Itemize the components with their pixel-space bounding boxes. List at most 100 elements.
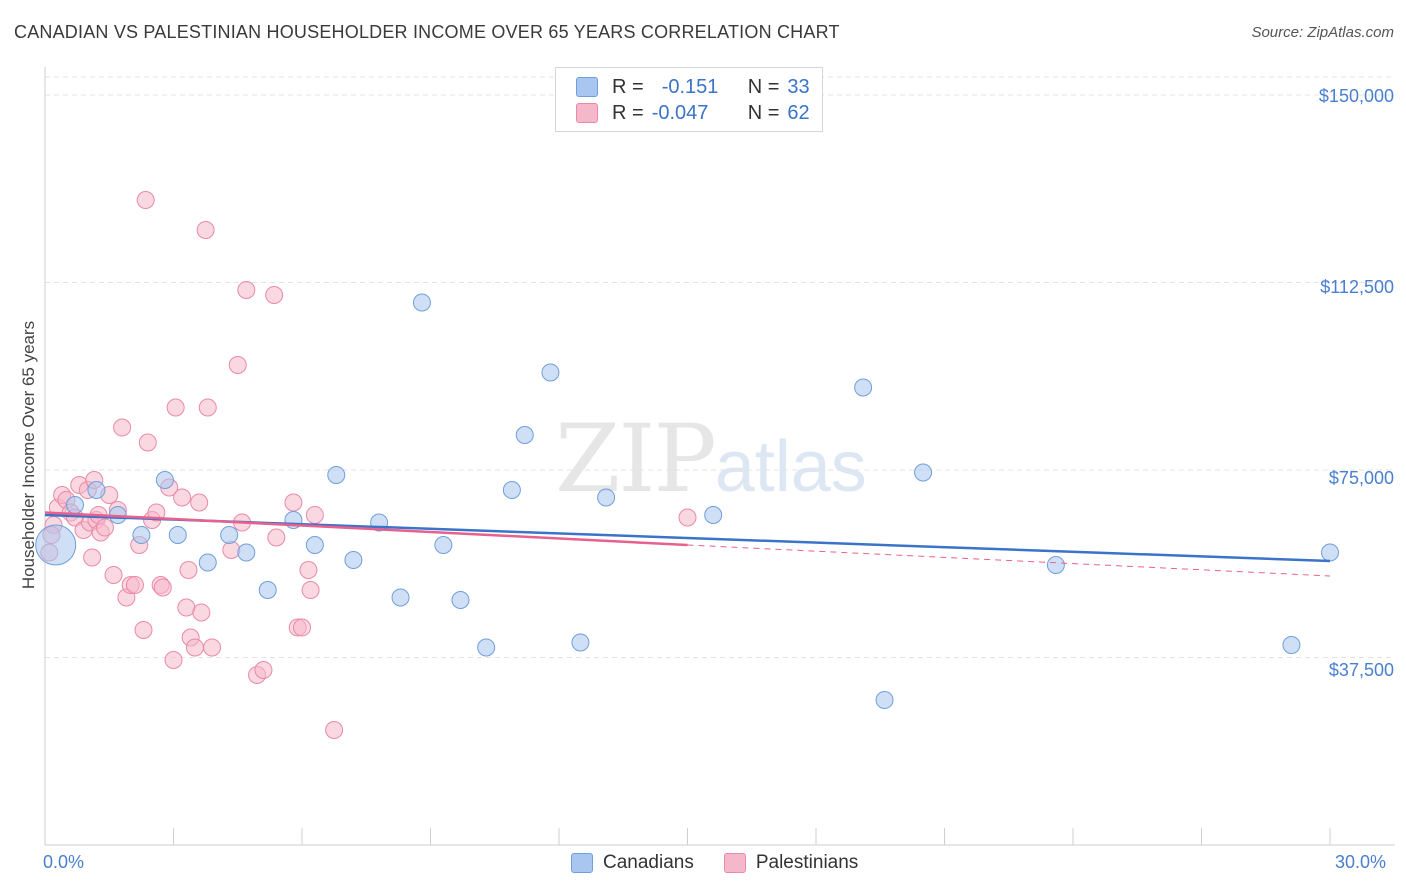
y-axis-title: Householder Income Over 65 years — [19, 320, 38, 590]
legend-n-value: 33 — [787, 75, 810, 98]
chart-title: CANADIAN VS PALESTINIAN HOUSEHOLDER INCO… — [14, 22, 840, 42]
palestinians-point — [228, 356, 247, 374]
canadians-point — [875, 691, 894, 709]
palestinians-point — [134, 621, 153, 639]
legend-item-canadians: Canadians — [571, 852, 694, 874]
palestinians-point — [198, 398, 217, 417]
palestinians-point — [185, 638, 204, 657]
y-tick-label-37500: $37,500 — [1328, 660, 1394, 680]
canadians-point — [502, 481, 521, 499]
palestinians-point — [125, 576, 144, 594]
canadians-point — [541, 363, 560, 382]
palestinians-point — [179, 561, 198, 579]
palestinians-points — [40, 191, 697, 739]
y-tick-label-75000: $75,000 — [1328, 468, 1394, 488]
palestinians-point — [190, 493, 209, 512]
axes — [44, 67, 1395, 846]
palestinians-point — [301, 581, 320, 599]
canadians-point — [87, 481, 106, 499]
palestinians-point — [173, 488, 192, 507]
legend-swatch-palestinians — [576, 103, 598, 123]
palestinians-point — [104, 566, 123, 584]
y-tick-label-112500: $112,500 — [1320, 277, 1394, 297]
palestinians-point — [164, 651, 183, 669]
canadians-point — [571, 633, 590, 652]
palestinians-point — [254, 661, 273, 679]
canadians-point-large — [35, 524, 77, 566]
palestinians-point — [192, 603, 211, 622]
canadians-point — [1282, 636, 1301, 654]
palestinians-point — [83, 548, 102, 567]
palestinians-point — [293, 618, 311, 637]
palestinians-point — [299, 561, 318, 579]
canadians-point — [258, 581, 277, 599]
palestinians-point — [136, 191, 155, 209]
legend-r-label: R = — [612, 101, 644, 124]
canadians-point — [515, 426, 534, 444]
watermark-zip: ZIP — [555, 405, 717, 514]
palestinians-point — [325, 721, 344, 739]
palestinians-point — [284, 493, 303, 512]
canadians-point — [477, 638, 496, 657]
canadians-points — [35, 293, 1339, 709]
grid-lines — [45, 76, 1395, 658]
canadians-point — [412, 293, 431, 312]
canadians-point — [132, 526, 151, 544]
canadians-point — [597, 488, 616, 507]
canadians-point — [914, 463, 933, 482]
y-tick-label-150000: $150,000 — [1318, 86, 1394, 106]
legend-item-palestinians: Palestinians — [723, 852, 859, 874]
zipatlas-watermark: ZIPatlas — [555, 405, 867, 514]
palestinians-point — [95, 518, 114, 537]
source-credit: Source: ZipAtlas.com — [1251, 24, 1394, 41]
canadians-point — [1321, 543, 1339, 562]
palestinians-point — [203, 638, 222, 657]
palestinians-point — [153, 578, 172, 597]
canadians-point — [434, 536, 453, 554]
legend-n-label: N = — [747, 101, 780, 124]
series-legend: Canadians Palestinians — [571, 852, 888, 874]
palestinians-point — [265, 286, 284, 304]
legend-label-canadians: Canadians — [603, 852, 694, 873]
legend-row-palestinians: R = -0.047 N = 62 — [576, 101, 810, 125]
palestinians-point — [305, 506, 324, 524]
legend-r-value: -0.151 — [661, 75, 719, 98]
legend-swatch-canadians — [571, 853, 593, 873]
canadians-point — [237, 543, 256, 562]
canadians-point — [391, 588, 410, 607]
canadians-point — [704, 506, 723, 524]
palestinians-point — [166, 398, 185, 417]
palestinians-point — [237, 281, 256, 299]
canadians-point — [155, 471, 174, 489]
canadians-point — [65, 496, 84, 514]
correlation-legend: R = -0.151 N = 33 R = -0.047 N = 62 — [555, 67, 823, 132]
palestinians-point — [138, 433, 157, 452]
palestinians-point — [177, 598, 196, 617]
legend-swatch-canadians — [576, 77, 598, 97]
canadians-point — [451, 591, 470, 609]
canadians-point — [327, 466, 346, 484]
canadians-point — [854, 378, 873, 397]
legend-r-label: R = — [612, 75, 644, 98]
trend-lines — [44, 511, 1331, 577]
palestinians-trend-line — [44, 511, 688, 547]
canadians-point — [220, 526, 239, 544]
x-tick-label-max: 30.0% — [1335, 852, 1387, 872]
canadians-point — [305, 536, 324, 554]
canadians-point — [344, 551, 363, 569]
canadians-point — [1046, 556, 1065, 574]
palestinians-point — [678, 508, 697, 527]
palestinians-point — [222, 541, 241, 559]
x-tick-label-min: 0.0% — [43, 852, 85, 872]
palestinians-point — [113, 418, 132, 437]
legend-r-value: -0.047 — [651, 101, 709, 124]
legend-n-label: N = — [747, 75, 780, 98]
watermark-atlas: atlas — [714, 427, 867, 507]
palestinians-trend-extension — [687, 544, 1331, 577]
palestinians-point — [196, 221, 215, 239]
canadians-point — [198, 553, 217, 572]
legend-row-canadians: R = -0.151 N = 33 — [576, 75, 810, 99]
legend-swatch-palestinians — [723, 853, 746, 873]
legend-label-palestinians: Palestinians — [755, 852, 859, 873]
